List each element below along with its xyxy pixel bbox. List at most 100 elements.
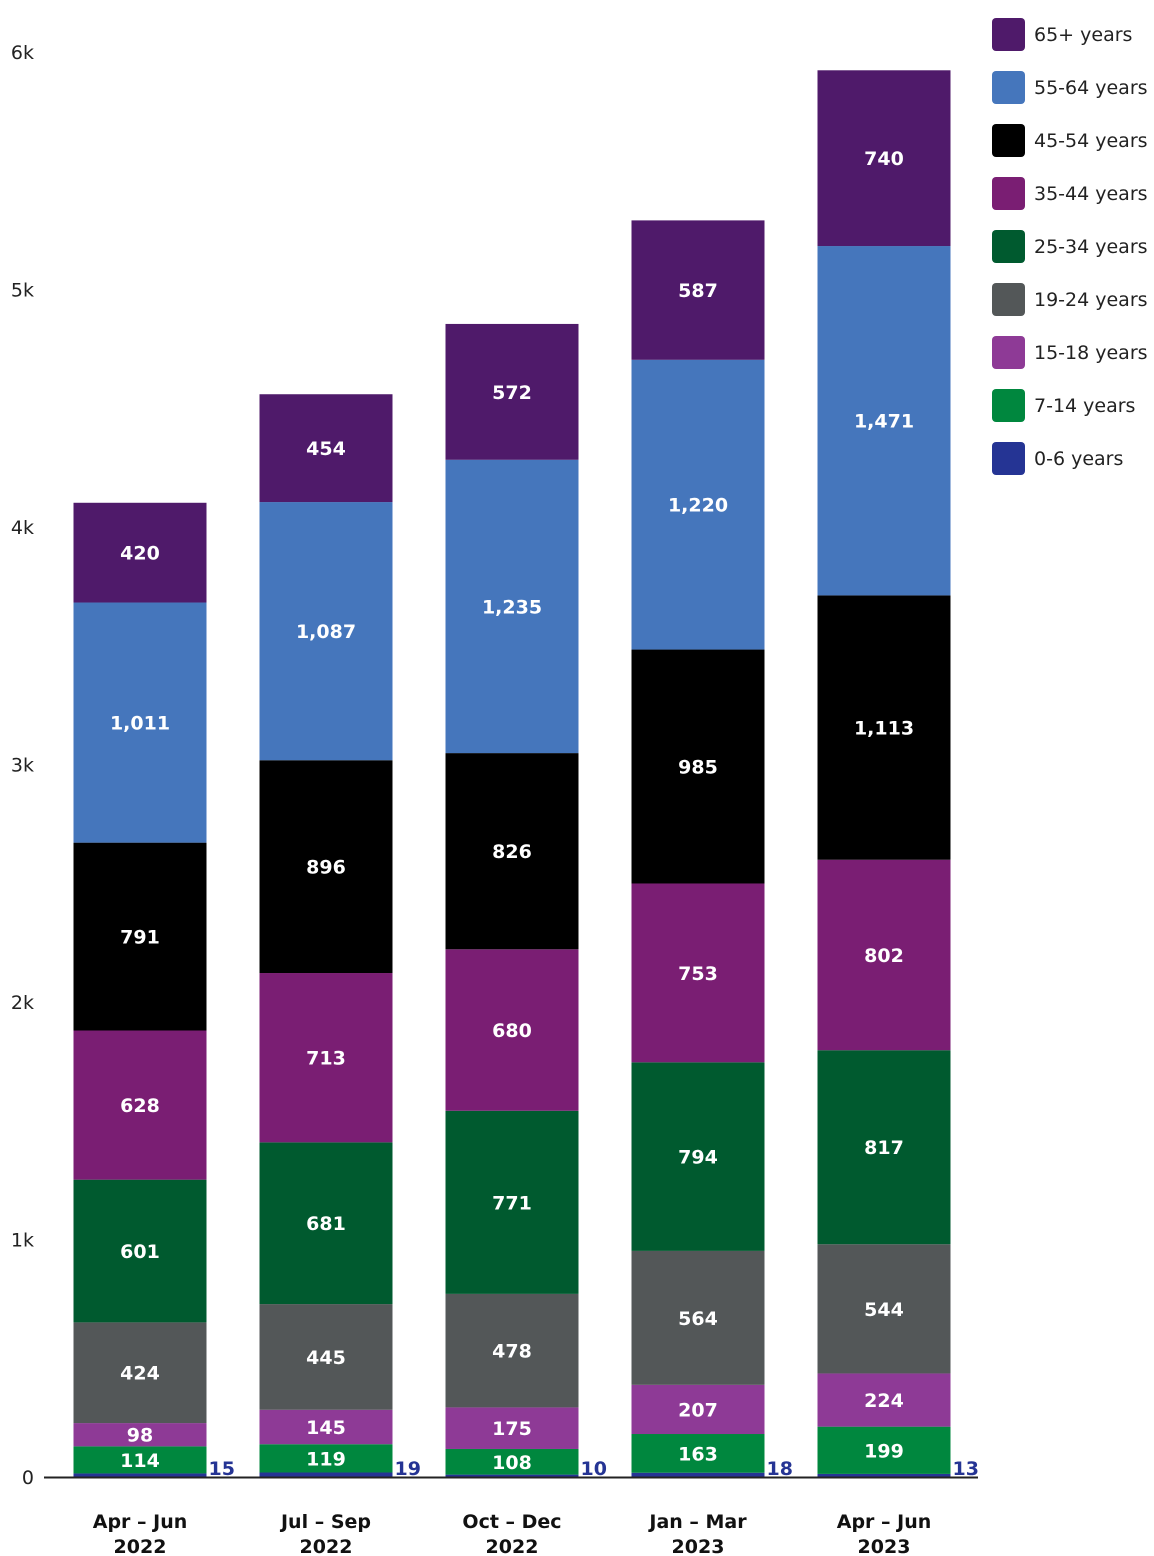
- bars: [73, 70, 951, 1477]
- bar-segment: [445, 1293, 579, 1408]
- data-label: 445: [306, 1347, 346, 1369]
- x-tick-label: 2022: [486, 1536, 539, 1556]
- legend-swatch: [992, 283, 1025, 316]
- bar-segment: [817, 70, 951, 247]
- bar-segment: [817, 246, 951, 596]
- bar-segment: [259, 760, 393, 974]
- bar-segment: [73, 502, 207, 603]
- x-tick-label: Apr – Jun: [93, 1511, 188, 1533]
- legend-swatch: [992, 124, 1025, 157]
- legend-label: 0-6 years: [1034, 447, 1124, 470]
- data-label: 19: [395, 1458, 421, 1480]
- legend-item: 55-64 years: [992, 61, 1148, 114]
- legend-item: 35-44 years: [992, 167, 1148, 220]
- data-label: 224: [864, 1390, 904, 1412]
- data-label: 108: [492, 1452, 532, 1474]
- data-label: 199: [864, 1440, 904, 1462]
- data-label: 740: [864, 148, 904, 170]
- bar-segment: [631, 359, 765, 650]
- data-label: 1,113: [854, 718, 914, 740]
- data-label: 802: [864, 945, 904, 967]
- data-label: 119: [306, 1448, 346, 1470]
- data-label: 1,087: [296, 621, 356, 643]
- x-tick-label: 2022: [114, 1536, 167, 1556]
- legend-swatch: [992, 389, 1025, 422]
- bar-segment: [445, 459, 579, 754]
- bar-segment: [259, 394, 393, 503]
- data-label: 18: [767, 1458, 793, 1480]
- bar-segment: [817, 1373, 951, 1427]
- data-label: 1,011: [110, 713, 170, 735]
- bar-segment: [259, 1409, 393, 1445]
- legend-label: 55-64 years: [1034, 76, 1148, 99]
- data-label: 1,220: [668, 495, 728, 517]
- data-label: 826: [492, 841, 532, 863]
- data-label: 794: [678, 1147, 718, 1169]
- bar-segment: [259, 502, 393, 761]
- legend: 65+ years 55-64 years 45-54 years 35-44 yea…: [992, 8, 1148, 485]
- legend-label: 45-54 years: [1034, 129, 1148, 152]
- bar-segment: [631, 1062, 765, 1251]
- bar-segment: [259, 1472, 393, 1477]
- data-label: 13: [953, 1458, 979, 1480]
- bar-segment: [817, 1426, 951, 1474]
- data-label: 601: [120, 1241, 160, 1263]
- bar-segment: [73, 1179, 207, 1323]
- data-label: 791: [120, 927, 160, 949]
- bar-segment: [817, 1244, 951, 1374]
- data-label: 207: [678, 1399, 718, 1421]
- legend-item: 15-18 years: [992, 326, 1148, 379]
- data-label: 1,235: [482, 596, 542, 618]
- x-tick-label: 2023: [672, 1536, 725, 1556]
- y-tick-label: 1k: [11, 1230, 34, 1252]
- data-label: 572: [492, 382, 532, 404]
- legend-item: 7-14 years: [992, 379, 1148, 432]
- bar-segment: [445, 1110, 579, 1294]
- data-label: 985: [678, 757, 718, 779]
- x-tick-label: Jan – Mar: [647, 1511, 747, 1533]
- bar-segment: [817, 1473, 951, 1477]
- legend-swatch: [992, 336, 1025, 369]
- bar-segment: [817, 1050, 951, 1245]
- bar-segment: [445, 949, 579, 1111]
- legend-swatch: [992, 18, 1025, 51]
- data-label: 10: [581, 1458, 607, 1480]
- data-label: 163: [678, 1443, 718, 1465]
- legend-label: 15-18 years: [1034, 341, 1148, 364]
- legend-swatch: [992, 442, 1025, 475]
- data-label: 420: [120, 543, 160, 565]
- data-label: 564: [678, 1308, 718, 1330]
- data-label: 98: [127, 1425, 153, 1447]
- data-label: 681: [306, 1213, 346, 1235]
- bar-segment: [631, 1434, 765, 1473]
- data-label: 771: [492, 1192, 532, 1214]
- legend-item: 25-34 years: [992, 220, 1148, 273]
- y-tick-label: 2k: [11, 992, 34, 1014]
- data-label: 680: [492, 1020, 532, 1042]
- x-tick-label: Oct – Dec: [462, 1511, 561, 1533]
- bar-segment: [445, 1474, 579, 1477]
- x-tick-label: 2022: [300, 1536, 353, 1556]
- legend-item: 19-24 years: [992, 273, 1148, 326]
- data-label: 1,471: [854, 411, 914, 433]
- y-tick-label: 4k: [11, 517, 34, 539]
- x-axis: Apr – Jun 2022 Jul – Sep 2022 Oct – Dec 2022 J…: [93, 1511, 932, 1556]
- bar-segment: [817, 859, 951, 1051]
- data-label: 817: [864, 1137, 904, 1159]
- legend-swatch: [992, 177, 1025, 210]
- legend-label: 65+ years: [1034, 23, 1133, 46]
- legend-label: 25-34 years: [1034, 235, 1148, 258]
- legend-label: 19-24 years: [1034, 288, 1148, 311]
- bar-segment: [73, 1446, 207, 1474]
- data-label: 896: [306, 857, 346, 879]
- data-label: 628: [120, 1095, 160, 1117]
- data-label: 114: [120, 1450, 160, 1472]
- data-label: 145: [306, 1417, 346, 1439]
- legend-item: 65+ years: [992, 8, 1148, 61]
- legend-item: 0-6 years: [992, 432, 1148, 485]
- bar-segment: [259, 1142, 393, 1305]
- legend-item: 45-54 years: [992, 114, 1148, 167]
- bar-segment: [259, 1304, 393, 1410]
- legend-label: 7-14 years: [1034, 394, 1136, 417]
